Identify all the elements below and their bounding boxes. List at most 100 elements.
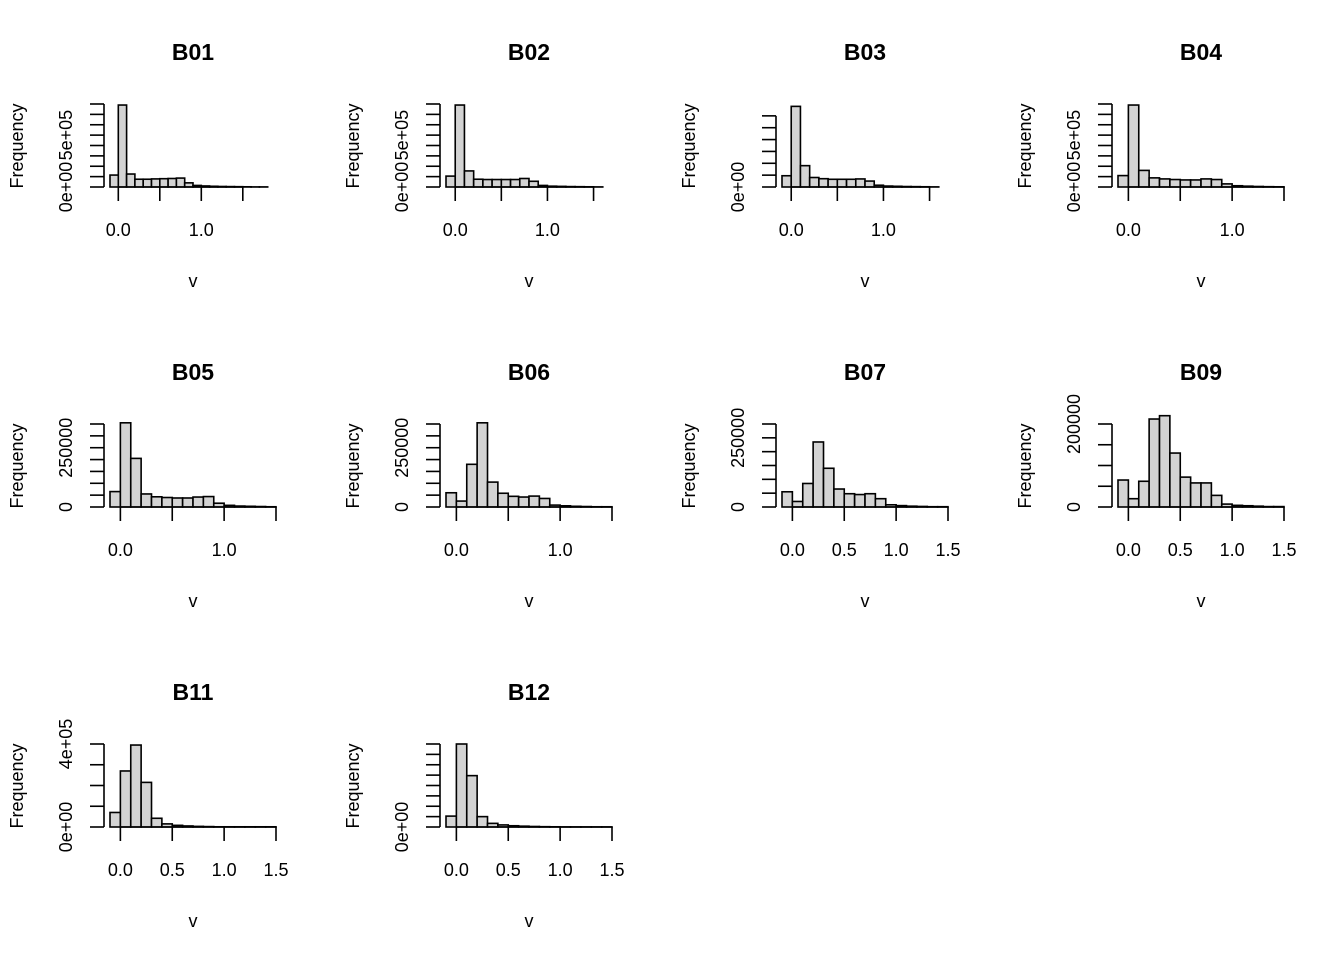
y-tick-label: 0e+00 xyxy=(1064,162,1084,213)
histogram-bar xyxy=(1127,104,1140,188)
histogram-bar xyxy=(799,164,811,188)
histogram-bar xyxy=(853,493,866,508)
histogram-bar xyxy=(500,178,512,188)
x-tick-label: 1.0 xyxy=(535,220,560,240)
histogram-bar xyxy=(509,178,521,188)
histogram-bar xyxy=(109,811,122,828)
histogram-bar xyxy=(791,500,804,508)
histogram-bar xyxy=(181,497,194,508)
histogram-bar xyxy=(801,482,814,508)
histogram-bar xyxy=(140,781,153,828)
y-tick-label: 0e+00 xyxy=(392,162,412,213)
x-tick-label: 0.0 xyxy=(1116,220,1141,240)
y-axis-label: Frequency xyxy=(7,423,27,508)
histogram-panel: B12 0.0 0.5 1.0 1.5 0e+00 v Frequency xyxy=(343,679,625,931)
x-axis-label: v xyxy=(525,591,534,611)
x-tick-label: 0.5 xyxy=(160,860,185,880)
histogram-bar xyxy=(455,500,468,508)
x-tick-label: 0.0 xyxy=(108,860,133,880)
x-tick-label: 0.5 xyxy=(1168,540,1193,560)
histogram-bar xyxy=(119,422,132,508)
x-tick-label: 1.5 xyxy=(935,540,960,560)
histogram-bar xyxy=(109,490,122,508)
y-tick-label: 250000 xyxy=(392,418,412,478)
x-axis-label: v xyxy=(525,911,534,931)
histogram-bar xyxy=(445,175,457,188)
histogram-bar xyxy=(528,495,541,508)
histogram-bar xyxy=(109,174,120,188)
histogram-panel: B07 0.0 0.5 1.0 1.5 0 250000 v Frequency xyxy=(679,359,961,611)
histogram-bar xyxy=(161,496,174,508)
histogram-bar xyxy=(843,492,856,508)
histogram-bar xyxy=(1127,497,1140,508)
histogram-bar xyxy=(486,481,499,508)
y-tick-label: 5e+05 xyxy=(392,110,412,161)
x-tick-label: 1.0 xyxy=(1220,540,1245,560)
histogram-bar xyxy=(202,495,215,508)
x-axis-label: v xyxy=(1197,271,1206,291)
x-tick-label: 1.0 xyxy=(871,220,896,240)
x-tick-label: 0.5 xyxy=(832,540,857,560)
x-axis-label: v xyxy=(861,591,870,611)
x-tick-label: 0.0 xyxy=(780,540,805,560)
x-tick-label: 1.0 xyxy=(548,860,573,880)
y-axis-label: Frequency xyxy=(343,103,363,188)
histogram-bar xyxy=(517,496,530,508)
y-axis-label: Frequency xyxy=(343,743,363,828)
x-axis-label: v xyxy=(189,911,198,931)
x-tick-label: 0.0 xyxy=(1116,540,1141,560)
y-axis-label: Frequency xyxy=(7,103,27,188)
y-tick-label: 5e+05 xyxy=(56,110,76,161)
histogram-bar xyxy=(465,463,478,508)
chart-title: B02 xyxy=(508,39,550,65)
histogram-bar xyxy=(1137,480,1150,508)
histogram-bar xyxy=(538,497,551,508)
histogram-bar xyxy=(1200,178,1213,188)
histogram-bar xyxy=(1179,179,1192,188)
histogram-panel: B05 0.0 1.0 0 250000 v Frequency xyxy=(7,359,277,611)
histogram-bar xyxy=(1189,482,1202,508)
histogram-bar xyxy=(129,744,142,828)
y-tick-label: 4e+05 xyxy=(56,719,76,770)
x-axis-label: v xyxy=(189,591,198,611)
y-tick-label: 5e+05 xyxy=(1064,110,1084,161)
y-axis-label: Frequency xyxy=(7,743,27,828)
histogram-bar xyxy=(818,177,829,188)
histogram-bar xyxy=(1158,414,1171,508)
histogram-bar xyxy=(171,497,184,508)
histogram-bar xyxy=(472,178,484,188)
histogram-bar xyxy=(1169,452,1182,508)
histogram-bar xyxy=(117,104,128,188)
x-axis-label: v xyxy=(861,271,870,291)
histogram-bar xyxy=(491,178,503,188)
chart-title: B04 xyxy=(1180,39,1222,65)
chart-title: B01 xyxy=(172,39,214,65)
histogram-bar xyxy=(518,177,530,188)
chart-title: B07 xyxy=(844,359,886,385)
x-tick-label: 1.0 xyxy=(548,540,573,560)
histogram-bar xyxy=(845,178,857,188)
histogram-bar xyxy=(854,178,866,188)
x-tick-label: 1.0 xyxy=(212,860,237,880)
histogram-bar xyxy=(129,457,142,508)
histogram-panel: B11 0.0 0.5 1.0 1.5 0e+00 4e+05 v Frequency xyxy=(7,679,289,931)
histogram-bar xyxy=(167,177,178,188)
histogram-bar xyxy=(445,815,458,828)
histogram-bar xyxy=(445,491,458,508)
histogram-bar xyxy=(125,173,136,188)
histogram-bar xyxy=(1189,179,1202,188)
chart-title: B09 xyxy=(1180,359,1222,385)
histogram-bar xyxy=(1200,482,1213,508)
y-axis-label: Frequency xyxy=(1015,103,1035,188)
y-axis-label: Frequency xyxy=(679,103,699,188)
histogram-bar xyxy=(1169,178,1182,188)
histogram-bar xyxy=(150,817,163,828)
histogram-bar xyxy=(142,178,153,188)
histogram-panel: B03 0.0 1.0 0e+00 v Frequency xyxy=(679,39,940,291)
histogram-bar xyxy=(465,774,478,828)
histogram-bar xyxy=(781,490,794,508)
